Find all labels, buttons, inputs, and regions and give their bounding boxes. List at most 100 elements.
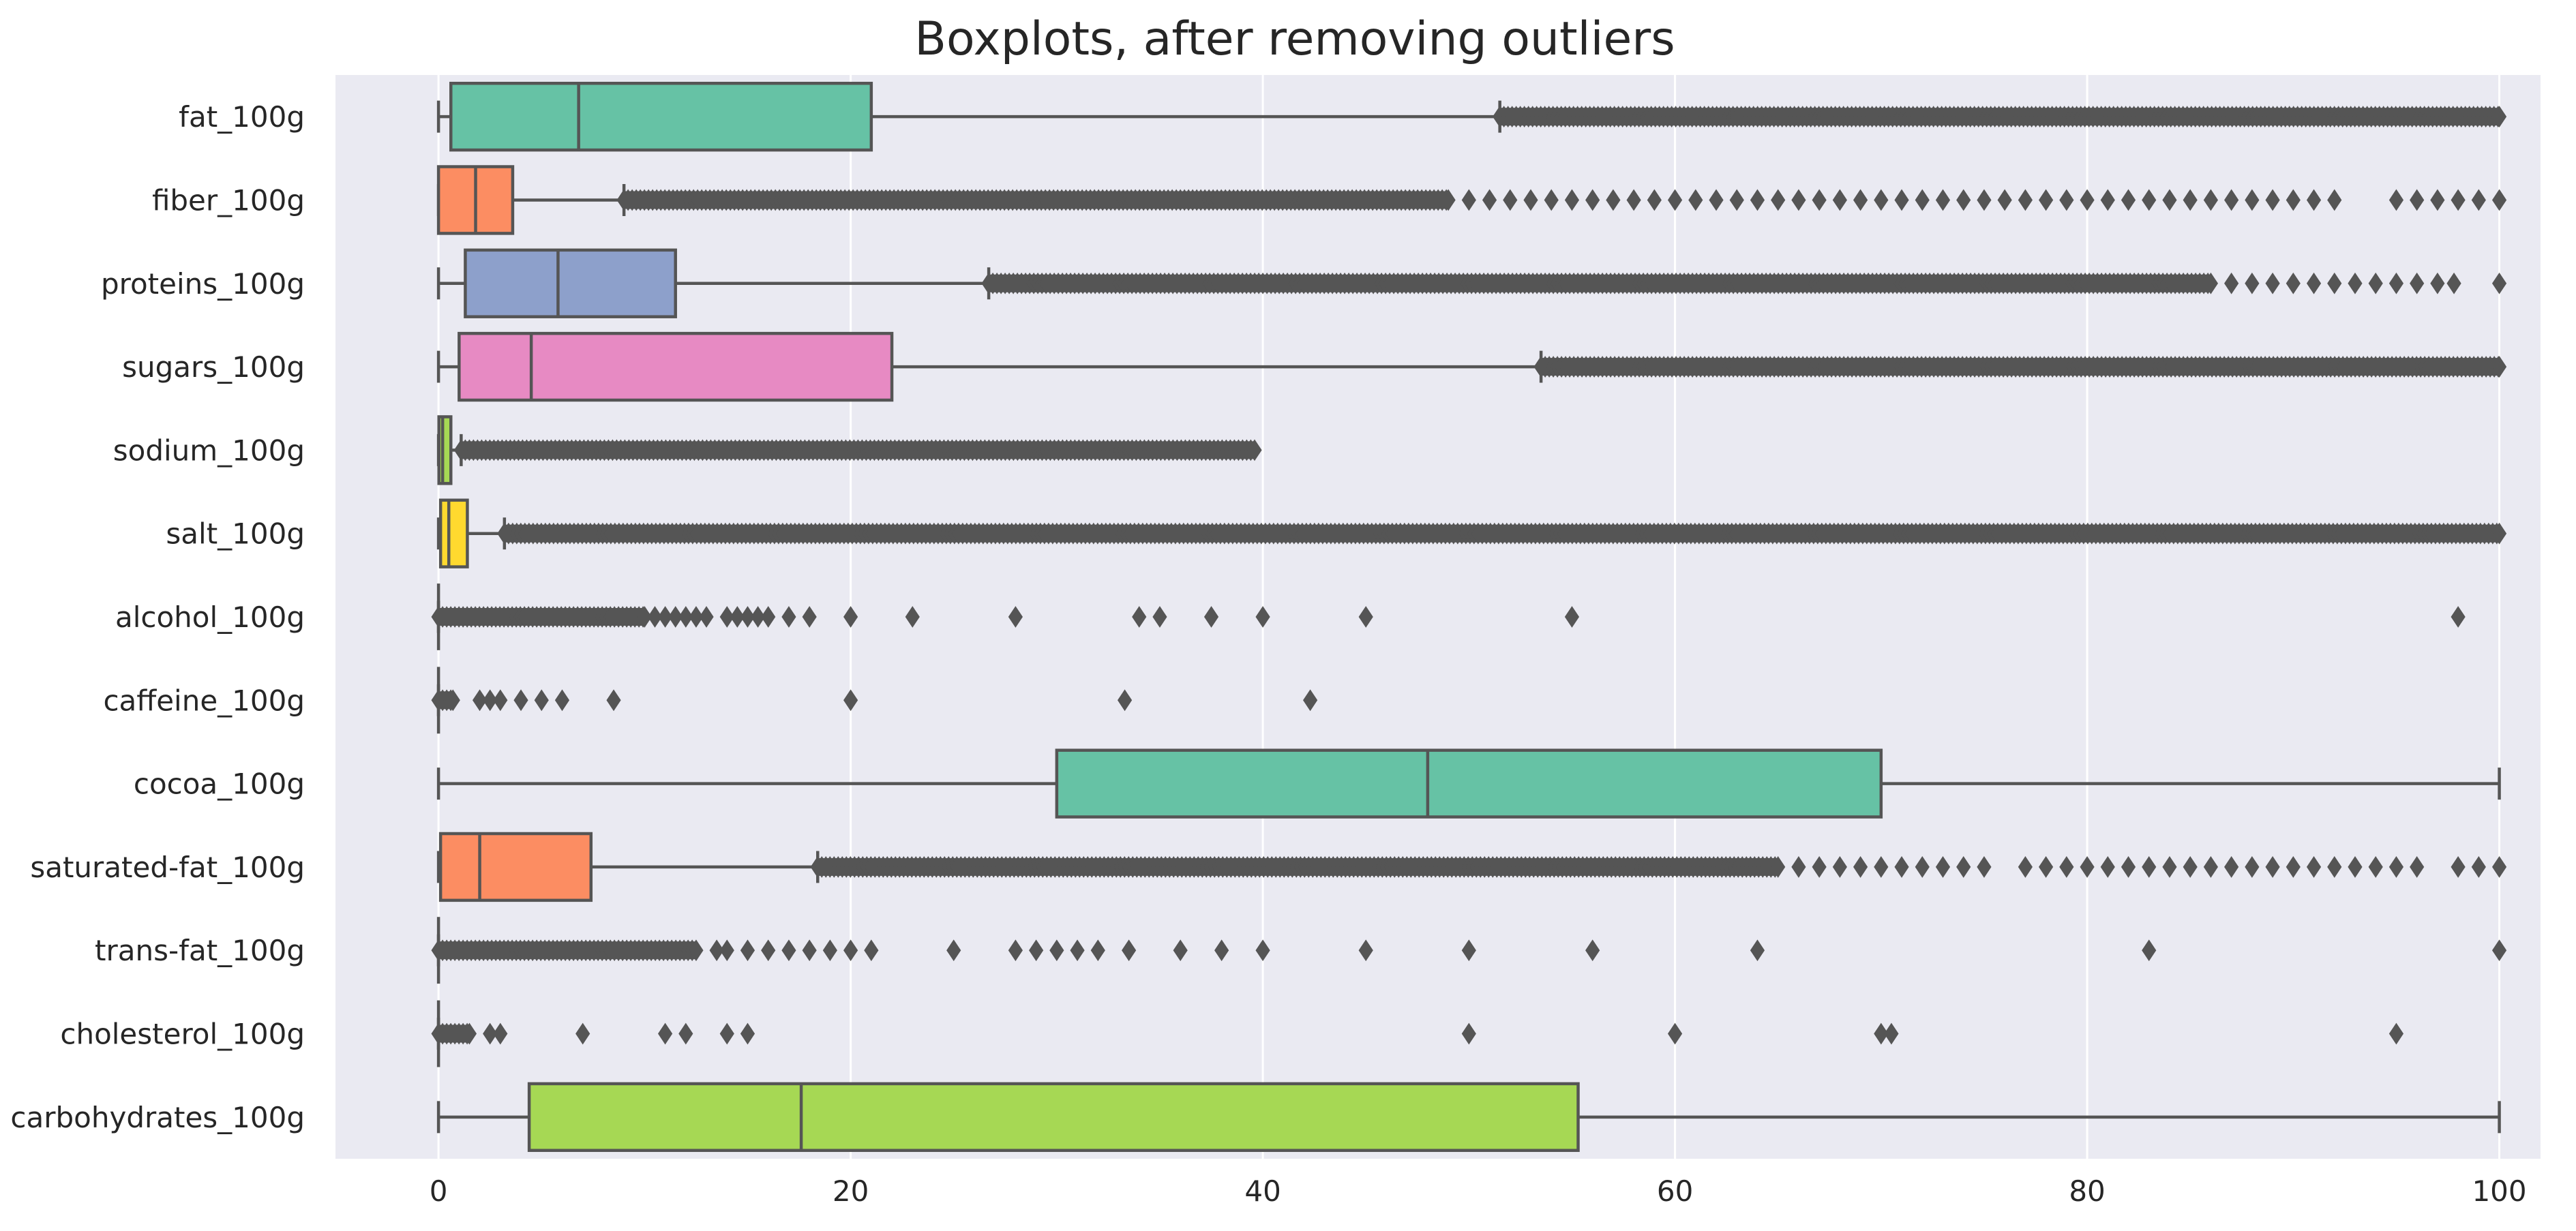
outlier-band-sodium_100g-0 (453, 439, 1262, 461)
outlier-point-fiber_100g-39 (2265, 189, 2280, 211)
outlier-point (2491, 522, 2507, 545)
outlier-point-fiber_100g-2 (1503, 189, 1518, 211)
outlier-point-fiber_100g-35 (2183, 189, 2198, 211)
y-tick-label-salt_100g: salt_100g (166, 517, 305, 551)
box-sodium_100g (437, 415, 453, 485)
outlier-point-proteins_100g-0 (2224, 272, 2239, 294)
box-fat_100g (449, 81, 873, 152)
outlier-point-trans-fat_100g-1 (719, 939, 734, 962)
outlier-point-fiber_100g-42 (2327, 189, 2342, 211)
outlier-point-trans-fat_100g-24 (2491, 939, 2507, 962)
outlier-point-trans-fat_100g-4 (781, 939, 796, 962)
outlier-point-saturated-fat_100g-21 (2245, 856, 2260, 878)
outlier-point-saturated-fat_100g-32 (2491, 856, 2507, 878)
x-tick-label-0: 0 (430, 1174, 448, 1208)
outlier-point-proteins_100g-8 (2388, 272, 2404, 294)
boxplot-saturated-fat_100g (436, 832, 2507, 902)
outlier-point-alcohol_100g-11 (781, 606, 796, 628)
y-tick-label-fat_100g: fat_100g (179, 100, 305, 134)
y-tick-label-alcohol_100g: alcohol_100g (115, 601, 305, 634)
outlier-point-fiber_100g-25 (1977, 189, 1992, 211)
outlier-point-saturated-fat_100g-9 (1977, 856, 1992, 878)
outlier-point-caffeine_100g-4 (534, 689, 549, 712)
outlier-point-fiber_100g-46 (2451, 189, 2466, 211)
outlier-point (2491, 356, 2507, 378)
outlier-point-alcohol_100g-19 (1255, 606, 1270, 628)
boxplot-caffeine_100g (431, 667, 1318, 734)
outlier-point-fiber_100g-10 (1667, 189, 1683, 211)
outlier-point-fiber_100g-40 (2286, 189, 2301, 211)
y-tick-label-fiber_100g: fiber_100g (152, 183, 305, 217)
outlier-point-alcohol_100g-6 (719, 606, 734, 628)
outlier-point (462, 1022, 477, 1045)
x-tick-label-20: 20 (833, 1174, 869, 1208)
outlier-point (1441, 189, 1456, 211)
outlier-point-fiber_100g-22 (1915, 189, 1930, 211)
outlier-point-saturated-fat_100g-28 (2388, 856, 2404, 878)
boxplot-fiber_100g (436, 165, 2507, 235)
outlier-point-trans-fat_100g-7 (843, 939, 858, 962)
x-tick-label-40: 40 (1244, 1174, 1280, 1208)
outlier-point-alcohol_100g-16 (1132, 606, 1147, 628)
outlier-point-caffeine_100g-6 (606, 689, 621, 712)
outlier-point-saturated-fat_100g-17 (2162, 856, 2177, 878)
outlier-point (1247, 439, 1262, 461)
outlier-point-caffeine_100g-5 (554, 689, 570, 712)
outlier-point-saturated-fat_100g-19 (2203, 856, 2219, 878)
box-saturated-fat_100g (438, 832, 593, 902)
outlier-point-trans-fat_100g-3 (761, 939, 776, 962)
outlier-point-alcohol_100g-5 (699, 606, 714, 628)
outlier-point-trans-fat_100g-19 (1358, 939, 1373, 962)
box-salt_100g (438, 498, 469, 568)
outlier-band-trans-fat_100g-0 (431, 939, 704, 962)
outlier-point-trans-fat_100g-20 (1461, 939, 1476, 962)
outlier-point-fiber_100g-8 (1626, 189, 1641, 211)
outlier-point-saturated-fat_100g-5 (1894, 856, 1909, 878)
outlier-point-fiber_100g-21 (1894, 189, 1909, 211)
outlier-point-saturated-fat_100g-25 (2327, 856, 2342, 878)
outlier-point-cholesterol_100g-9 (1874, 1022, 1889, 1045)
box-carbohydrates_100g (527, 1082, 1580, 1153)
outlier-point-fiber_100g-28 (2039, 189, 2054, 211)
outlier-point-fiber_100g-11 (1688, 189, 1703, 211)
outlier-point-alcohol_100g-7 (730, 606, 745, 628)
outlier-band-sugars_100g-0 (1533, 356, 2507, 378)
outlier-point-cholesterol_100g-3 (657, 1022, 673, 1045)
outlier-point-fiber_100g-5 (1564, 189, 1580, 211)
outlier-point-saturated-fat_100g-27 (2368, 856, 2383, 878)
outlier-point-proteins_100g-6 (2348, 272, 2363, 294)
outlier-point-saturated-fat_100g-2 (1832, 856, 1847, 878)
outlier-point-alcohol_100g-4 (689, 606, 704, 628)
y-tick-label-trans-fat_100g: trans-fat_100g (95, 934, 305, 967)
outlier-point-fiber_100g-24 (1956, 189, 1971, 211)
outlier-point-fiber_100g-13 (1729, 189, 1744, 211)
outlier-point-trans-fat_100g-23 (2142, 939, 2157, 962)
y-tick-label-saturated-fat_100g: saturated-fat_100g (30, 851, 305, 884)
outlier-point-trans-fat_100g-10 (1008, 939, 1023, 962)
boxplot-proteins_100g (436, 248, 2507, 318)
outlier-point-proteins_100g-3 (2286, 272, 2301, 294)
outlier-point-trans-fat_100g-22 (1750, 939, 1765, 962)
outlier-point-fiber_100g-36 (2203, 189, 2219, 211)
outlier-point-trans-fat_100g-16 (1173, 939, 1188, 962)
box-layer (431, 81, 2507, 1153)
outlier-point (2491, 106, 2507, 128)
outlier-band-saturated-fat_100g-0 (810, 856, 1786, 878)
outlier-point-fiber_100g-23 (1935, 189, 1951, 211)
outlier-band-salt_100g-0 (497, 522, 2507, 545)
outlier-point-fiber_100g-16 (1791, 189, 1806, 211)
outlier-point-trans-fat_100g-17 (1214, 939, 1229, 962)
outlier-point-cholesterol_100g-1 (493, 1022, 508, 1045)
outlier-point-alcohol_100g-18 (1203, 606, 1219, 628)
x-tick-labels: 0 20 40 60 80 100 (430, 1174, 2527, 1208)
boxplot-cocoa_100g (436, 748, 2501, 819)
outlier-point-saturated-fat_100g-0 (1791, 856, 1806, 878)
outlier-point-cholesterol_100g-10 (1884, 1022, 1899, 1045)
outlier-point-fiber_100g-41 (2306, 189, 2322, 211)
outlier-point-fiber_100g-3 (1523, 189, 1538, 211)
outlier-point-fiber_100g-47 (2471, 189, 2486, 211)
outlier-point (689, 939, 704, 962)
outlier-band-caffeine_100g-0 (431, 689, 460, 712)
boxplot-alcohol_100g (431, 583, 2466, 650)
